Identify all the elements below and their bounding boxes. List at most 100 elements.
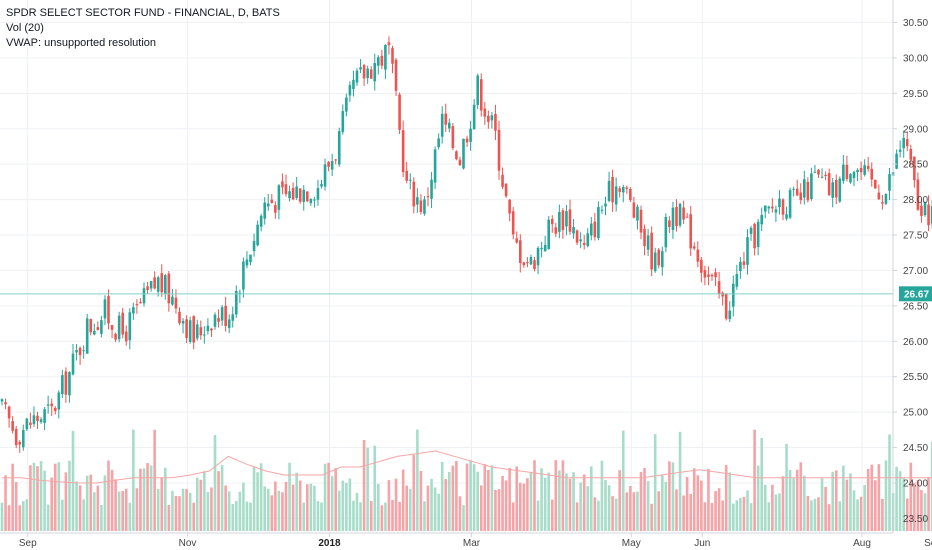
candle-body [235, 290, 238, 315]
candle-body [682, 207, 685, 220]
vwap-indicator-label[interactable]: VWAP: unsupported resolution [6, 37, 157, 49]
candle-body [0, 399, 4, 402]
volume-bar [39, 461, 43, 531]
candle-body [50, 403, 53, 407]
volume-bar [139, 468, 142, 531]
volume-bar [781, 476, 785, 531]
x-tick-label: Mar [463, 538, 481, 549]
volume-bar [927, 477, 930, 531]
candle-body [313, 199, 316, 201]
volume-bar [132, 429, 135, 531]
volume-bar [394, 478, 398, 531]
volume-bar [153, 429, 156, 531]
volume-bar [533, 460, 536, 531]
candle-body [334, 159, 337, 161]
volume-bar [902, 477, 905, 531]
volume-bar [0, 502, 4, 531]
candle-body [96, 327, 100, 331]
y-tick-label: 25.00 [903, 408, 928, 419]
candle-body [678, 203, 682, 226]
volume-bar [103, 475, 107, 531]
candle-body [64, 371, 68, 395]
y-tick-label: 28.00 [903, 195, 928, 206]
volume-bar [760, 438, 763, 531]
volume-bar [558, 470, 561, 531]
volume-bar [817, 497, 820, 531]
candle-body [249, 254, 252, 263]
candle-body [930, 206, 932, 224]
candle-body [107, 296, 110, 324]
candle-body [53, 407, 57, 412]
volume-bar [913, 482, 916, 531]
volume-bar [341, 480, 345, 531]
candle-body [820, 176, 824, 178]
volume-bar [501, 476, 504, 531]
candle-body [909, 148, 913, 160]
candle-body [46, 404, 50, 406]
volume-bar [235, 500, 238, 531]
volume-bar [494, 489, 497, 531]
volume-bar [497, 489, 501, 531]
symbol-title[interactable]: SPDR SELECT SECTOR FUND - FINANCIAL, D, … [6, 7, 280, 19]
volume-bar [870, 464, 874, 531]
candle-body [778, 198, 781, 208]
candle-body [252, 241, 256, 251]
volume-bar [469, 460, 472, 531]
volume-bar [408, 488, 412, 531]
volume-bar [905, 498, 909, 531]
volume-bar [323, 464, 327, 531]
volume-bar [487, 470, 490, 531]
volume-bar [252, 466, 256, 531]
candle-body [650, 232, 653, 270]
volume-bar [32, 462, 36, 531]
candle-body [543, 244, 547, 252]
candle-body [362, 65, 366, 79]
volume-bar [93, 492, 96, 531]
candle-body [153, 277, 156, 289]
candle-body [309, 198, 313, 204]
candle-body [298, 188, 302, 202]
candle-body [621, 187, 625, 193]
candle-body [540, 247, 543, 250]
candle-body [703, 270, 707, 278]
candle-body [224, 305, 227, 327]
volume-bar [124, 488, 128, 531]
volume-indicator-label[interactable]: Vol (20) [6, 22, 44, 34]
candle-body [316, 188, 320, 200]
volume-bar [636, 491, 639, 531]
volume-bar [188, 492, 192, 531]
candle-body [785, 214, 788, 219]
volume-bar [732, 503, 735, 531]
candle-body [323, 164, 327, 187]
candle-body [93, 330, 96, 335]
volume-bar [7, 505, 11, 531]
candle-body [103, 299, 107, 319]
candle-body [408, 179, 412, 181]
candle-body [504, 183, 508, 197]
grid-lines [0, 0, 893, 533]
volume-bar [657, 491, 661, 531]
volume-bar [895, 466, 898, 531]
volume-bar [128, 502, 132, 531]
volume-bar [348, 478, 352, 531]
volume-bar [18, 505, 22, 531]
volume-bar [582, 474, 586, 531]
volume-bar [838, 501, 842, 531]
volume-bar [437, 493, 440, 531]
candle-body [426, 196, 430, 198]
candle-body [799, 192, 803, 201]
candle-body [533, 260, 536, 270]
volume-bar [231, 504, 235, 531]
candle-body [68, 372, 71, 396]
volume-bar [430, 478, 433, 531]
candle-body [877, 192, 881, 200]
volume-bar [689, 494, 692, 531]
candle-body [561, 210, 565, 231]
candle-body [465, 138, 469, 143]
volume-bar [536, 500, 540, 531]
volume-bar [160, 477, 164, 531]
candle-body [444, 113, 448, 125]
candle-body [78, 347, 82, 356]
candle-body [82, 350, 85, 352]
